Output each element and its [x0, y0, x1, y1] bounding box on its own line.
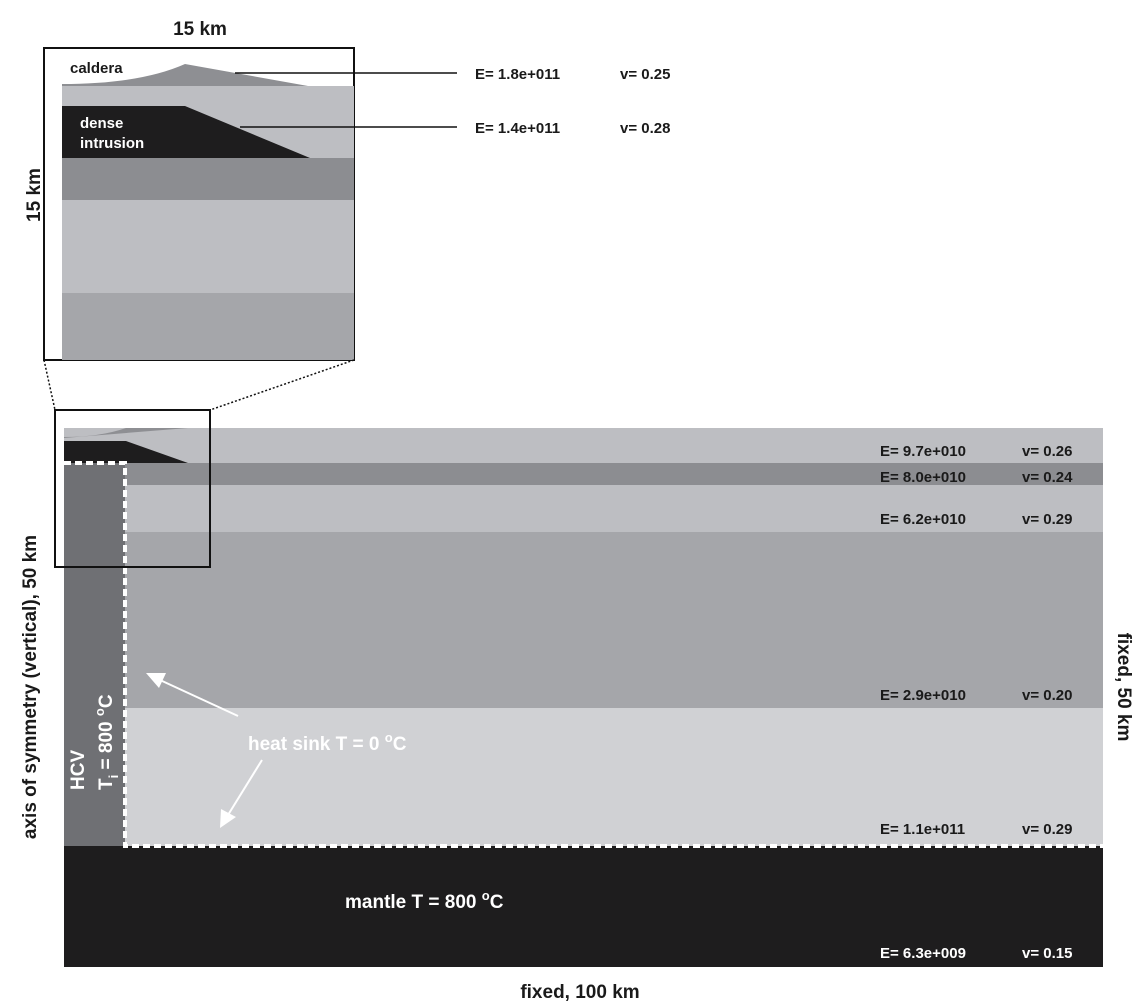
hcv-temp-subscript: i	[106, 775, 121, 779]
layer-4-e: E= 2.9e+010	[880, 687, 966, 704]
zoom-line-right	[209, 359, 355, 411]
mantle-unit: C	[490, 892, 504, 913]
intrusion-shape	[64, 441, 188, 463]
callout-caldera-v: v= 0.25	[620, 66, 670, 83]
layer-1	[64, 428, 1103, 463]
caldera-label: caldera	[70, 60, 123, 77]
mantle-degree: o	[482, 888, 490, 903]
hcv-temp-degree: o	[92, 708, 107, 716]
layer-2	[64, 463, 1103, 485]
intrusion-label-line1: dense	[80, 115, 123, 132]
caldera-shape	[64, 428, 188, 438]
layer-5-v: v= 0.29	[1022, 821, 1072, 838]
layer-5-e: E= 1.1e+011	[880, 821, 965, 838]
callout-intrusion-e: E= 1.4e+011	[475, 120, 560, 137]
layer-3	[64, 485, 1103, 532]
hcv-temperature-label: Ti = 800 oC	[92, 694, 121, 790]
callout-intrusion-v: v= 0.28	[620, 120, 670, 137]
layer-4	[64, 532, 1103, 708]
mantle-label: mantle T = 800 oC	[345, 888, 504, 913]
inset-locator-box	[54, 409, 211, 568]
hcv-temp-prefix: T	[96, 778, 117, 790]
callout-caldera-e: E= 1.8e+011	[475, 66, 560, 83]
bottom-axis-label: fixed, 100 km	[520, 982, 639, 1003]
mantle-prefix: mantle T = 800	[345, 892, 482, 913]
inset-diagram: 15 km 15 km caldera dense intrusion E= 1…	[24, 19, 670, 411]
main-model: E= 9.7e+010 v= 0.26 E= 8.0e+010 v= 0.24 …	[54, 409, 1103, 967]
heat-sink-degree: o	[385, 730, 393, 745]
layer-4-v: v= 0.20	[1022, 687, 1072, 704]
inset-layer-lower	[62, 293, 354, 360]
mantle-layer	[64, 846, 1103, 967]
layer-2-e: E= 8.0e+010	[880, 469, 966, 486]
layer-5	[64, 708, 1103, 846]
layer-3-v: v= 0.29	[1022, 511, 1072, 528]
heat-sink-arrow-up	[146, 673, 239, 717]
layer-properties: E= 9.7e+010 v= 0.26 E= 8.0e+010 v= 0.24 …	[880, 443, 1073, 962]
intrusion-label-line2: intrusion	[80, 135, 144, 152]
heat-sink-label: heat sink T = 0 oC	[248, 730, 407, 755]
hcv-column	[64, 463, 125, 846]
layer-1-e: E= 9.7e+010	[880, 443, 966, 460]
inset-layer-middle	[62, 200, 354, 293]
mantle-e: E= 6.3e+009	[880, 945, 966, 962]
zoom-line-left	[43, 359, 56, 411]
heat-sink-arrow-down	[220, 759, 263, 828]
inset-caldera	[62, 64, 308, 86]
layer-2-v: v= 0.24	[1022, 469, 1073, 486]
mantle-v: v= 0.15	[1022, 945, 1072, 962]
right-axis-label: fixed, 50 km	[1113, 633, 1134, 742]
hcv-label: HCV	[68, 750, 89, 790]
inset-intrusion	[62, 106, 310, 158]
left-axis-label: axis of symmetry (vertical), 50 km	[20, 535, 41, 839]
heat-sink-prefix: heat sink T = 0	[248, 734, 385, 755]
layer-3-e: E= 6.2e+010	[880, 511, 966, 528]
inset-layer-dark	[62, 158, 354, 200]
hcv-temp-value: = 800	[96, 716, 117, 775]
hcv-temp-unit: C	[96, 694, 117, 708]
inset-width-label: 15 km	[173, 19, 227, 40]
layer-1-v: v= 0.26	[1022, 443, 1072, 460]
inset-height-label: 15 km	[24, 168, 45, 222]
heat-sink-unit: C	[393, 734, 407, 755]
